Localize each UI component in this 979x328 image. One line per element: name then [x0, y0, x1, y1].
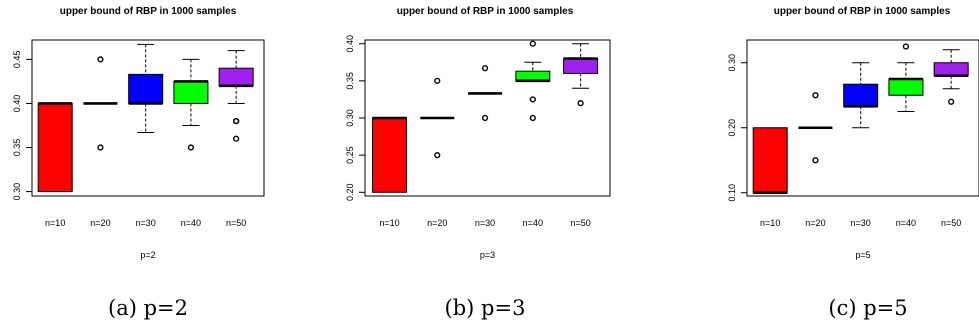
outlier-point [812, 92, 819, 99]
outlier-point [481, 114, 489, 122]
box-body [37, 102, 73, 193]
x-tick-label: n=20 [90, 218, 110, 228]
outlier-point [233, 135, 240, 142]
chart-panel-3: upper bound of RBP in 1000 samples 0.10 0.… [727, 6, 979, 320]
plot-frame [746, 39, 979, 197]
x-tick-label: n=10 [760, 218, 780, 228]
outlier-point [529, 114, 536, 122]
chart-title: upper bound of RBP in 1000 samples [774, 6, 951, 17]
box-body [933, 62, 969, 77]
x-axis-label: p=3 [480, 250, 495, 260]
box-2 [83, 56, 118, 151]
outlier-point [434, 77, 441, 84]
box-body [173, 80, 209, 104]
x-tick-label: n=10 [45, 218, 65, 228]
box-2 [420, 77, 455, 159]
outlier-point [529, 40, 536, 47]
x-tick-label: n=40 [181, 218, 201, 228]
box-3 [128, 43, 164, 134]
box-5 [933, 49, 969, 105]
y-tick-label: 0.30 [12, 183, 22, 201]
y-tick-label: 0.35 [12, 139, 22, 157]
y-tick-label: 0.35 [345, 72, 355, 90]
outlier-point [529, 96, 536, 103]
y-tick-label: 0.40 [12, 95, 22, 113]
box-body [128, 73, 164, 104]
y-tick-label: 0.20 [345, 184, 355, 202]
box-4 [173, 58, 209, 151]
x-tick-label: n=40 [896, 218, 916, 228]
x-axis-label: p=2 [140, 250, 155, 260]
plot-frame [31, 39, 265, 197]
y-tick-label: 0.30 [727, 54, 737, 72]
outlier-point [233, 117, 240, 125]
box-body [888, 78, 924, 96]
box-2 [798, 92, 833, 164]
outlier-point [187, 144, 195, 151]
box-body [843, 83, 879, 107]
x-tick-label: n=50 [570, 218, 590, 228]
box-4 [888, 43, 924, 112]
y-tick-label: 0.20 [727, 119, 737, 137]
box-1 [372, 116, 407, 193]
x-tick-label: n=30 [475, 218, 495, 228]
x-tick-label: n=10 [379, 218, 399, 228]
chart-title: upper bound of RBP in 1000 samples [60, 6, 237, 17]
y-tick-label: 0.25 [345, 146, 355, 164]
outlier-point [812, 157, 819, 164]
x-tick-label: n=40 [523, 218, 543, 228]
box-4 [515, 40, 551, 122]
outlier-point [577, 100, 584, 107]
box-body [752, 127, 788, 194]
chart-panel-2: upper bound of RBP in 1000 samples 0.20 0.… [345, 6, 611, 320]
box-1 [37, 102, 73, 193]
figure-caption: (a) p=2 [108, 296, 188, 320]
outlier-point [97, 144, 104, 151]
y-tick-label: 0.10 [727, 184, 737, 202]
figure-caption: (c) p=5 [828, 296, 907, 320]
box-body [218, 67, 254, 87]
x-tick-label: n=50 [941, 218, 961, 228]
x-axis-label: p=5 [855, 250, 870, 260]
box-body [372, 117, 407, 193]
outlier-point [948, 98, 955, 105]
x-tick-label: n=50 [226, 218, 246, 228]
box-5 [218, 50, 254, 142]
outlier-point [481, 65, 489, 72]
box-body [515, 70, 551, 82]
x-tick-label: n=30 [851, 218, 871, 228]
y-tick-label: 0.30 [345, 109, 355, 127]
outlier-point [97, 56, 104, 63]
box-3 [468, 65, 503, 122]
outlier-point [902, 43, 910, 50]
y-tick-label: 0.45 [12, 51, 22, 69]
y-tick-label: 0.40 [345, 35, 355, 53]
x-tick-label: n=20 [427, 218, 447, 228]
chart-title: upper bound of RBP in 1000 samples [397, 6, 574, 17]
figure-caption: (b) p=3 [445, 296, 526, 320]
box-body [563, 58, 599, 74]
outlier-point [434, 152, 441, 159]
chart-panel-1: upper bound of RBP in 1000 samples 0.30 0.… [12, 6, 265, 320]
box-3 [843, 62, 879, 129]
x-tick-label: n=30 [136, 218, 156, 228]
box-1 [752, 127, 788, 195]
x-tick-label: n=20 [805, 218, 825, 228]
box-5 [563, 43, 599, 107]
